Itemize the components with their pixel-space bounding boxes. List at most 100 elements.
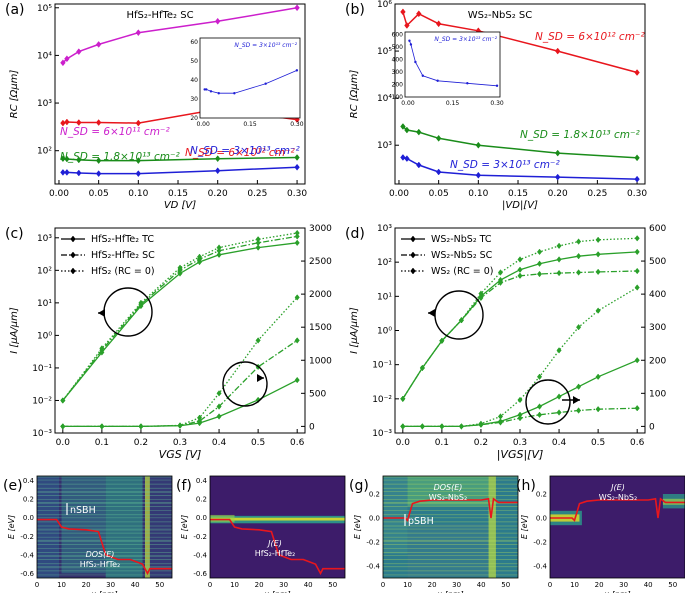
inset: 0.00 0.15 0.30 20 30 40 50 60 N_SD = 3×10¹³ cm⁻²: [190, 37, 304, 128]
y-tick-label: 10³: [377, 224, 392, 234]
data-point: [536, 411, 543, 419]
axes-frame: [209, 475, 346, 579]
highlight-circle: [103, 287, 153, 337]
y-tick-label: 10⁶: [377, 0, 392, 10]
data-point: [216, 244, 222, 251]
x-tick-label: 0.1: [435, 438, 449, 448]
y-tick-label: -0.4: [366, 563, 380, 571]
x-tick-label: 0.1: [95, 438, 109, 448]
axes-frame: [394, 3, 646, 185]
y-tick-label: -0.2: [533, 539, 547, 547]
data-point: [634, 69, 640, 76]
chart-title: HfS₂-HfTe₂ SC: [126, 10, 193, 21]
y-tick-label: -0.4: [193, 551, 207, 559]
data-point: [214, 155, 221, 163]
inset-point: [421, 74, 425, 77]
x-tick-label: 0.10: [128, 189, 148, 199]
x-tick-label: 0.2: [134, 438, 148, 448]
heatmap-sublabel: WS₂-NbS₂: [599, 493, 637, 502]
inset-point: [414, 60, 417, 64]
highlight-circle: [222, 361, 268, 407]
data-point: [400, 123, 406, 130]
linear-series-line: [402, 286, 638, 428]
x-tick-label: 0.10: [468, 189, 488, 199]
y-tick-label: 10⁴: [37, 51, 52, 61]
inset: 0.00 0.15 0.30 100 200 300 400 500 600 N_SD = 3×1…: [392, 32, 504, 108]
x-tick-label: 30: [279, 581, 288, 589]
inset-point: [264, 82, 267, 85]
data-point: [595, 236, 601, 244]
x-tick-label: 0.20: [208, 189, 228, 199]
data-point: [576, 269, 582, 276]
x-tick-label: 0.0: [396, 438, 411, 448]
data-point: [497, 269, 504, 276]
y2-tick-label: 500: [309, 389, 326, 399]
legend: WS₂-NbS₂ TC WS₂-NbS₂ SC WS₂ (RC = 0): [401, 234, 493, 277]
data-point: [556, 242, 562, 250]
heatmap-bg: [210, 476, 345, 578]
x-tick-label: 0.05: [89, 189, 109, 199]
data-point: [76, 119, 82, 126]
data-point: [216, 413, 222, 420]
inset-y-tick: 500: [392, 44, 404, 51]
x-tick-label: 40: [644, 581, 653, 589]
data-point: [554, 47, 561, 55]
inset-x-tick: 0.30: [490, 100, 504, 107]
inset-y-tick: 60: [190, 39, 198, 46]
y-axis-label: E [eV]: [7, 515, 16, 539]
panel-b: (b) 0.00 0.05 0.10 0.15 0.20 0.25 0.30 10³ 10⁴ 10⁵…: [345, 0, 647, 211]
linear-series-line: [62, 296, 298, 428]
panel-c: (c) 0.0 0.1 0.2 0.3 0.4 0.5 0.6 10⁻³ 10⁻² 10⁻¹ 10⁰ 1…: [5, 224, 332, 461]
legend: HfS₂-HfTe₂ TC HfS₂-HfTe₂ SC HfS₂ (RC = 0): [61, 234, 155, 277]
data-point: [294, 163, 300, 171]
panel-label: (a): [5, 2, 25, 18]
y-tick-label: 10⁻³: [372, 429, 392, 439]
inset-x-tick: 0.30: [290, 121, 304, 128]
series-label: N_SD = 6×10¹¹ cm⁻²: [60, 126, 170, 138]
y-axis-label: E [eV]: [520, 515, 529, 539]
heatmap-region: [383, 476, 408, 554]
data-point: [214, 17, 221, 25]
x-tick-label: 0: [381, 581, 385, 589]
heatmap-region: [210, 517, 345, 521]
data-point: [216, 251, 222, 259]
data-point: [135, 157, 142, 164]
data-point: [214, 167, 221, 175]
barrier-annotation: pSBH: [408, 516, 434, 527]
data-point: [419, 364, 425, 372]
inset-point: [495, 84, 499, 87]
panel-label: (e): [3, 478, 23, 494]
data-point: [294, 294, 300, 301]
inset-frame: [404, 31, 501, 98]
y-tick-label: 10¹: [37, 299, 52, 309]
y2-tick-label: 0: [309, 422, 315, 432]
data-point: [556, 409, 562, 416]
panel-label: (c): [5, 226, 24, 242]
data-point: [517, 256, 523, 263]
data-point: [458, 317, 464, 324]
log-series-line: [402, 270, 638, 400]
inset-y-tick: 600: [392, 32, 404, 39]
series-label: N_SD = 3×10¹³ cm⁻²: [190, 145, 300, 157]
legend-entry: WS₂ (RC = 0): [431, 266, 493, 277]
inset-point: [466, 82, 469, 85]
legend-marker: [410, 267, 416, 275]
data-point: [634, 154, 640, 162]
data-point: [595, 251, 601, 258]
data-point: [294, 154, 300, 161]
data-point: [576, 407, 582, 414]
inset-frame: [199, 37, 301, 119]
x-tick-label: 20: [255, 581, 264, 589]
data-point: [400, 395, 406, 403]
data-point: [294, 233, 300, 240]
legend-marker: [70, 251, 76, 259]
data-point: [536, 373, 543, 380]
x-tick-label: 10: [570, 581, 579, 589]
data-point: [64, 155, 70, 163]
heatmap-region: [145, 476, 150, 578]
data-point: [255, 236, 261, 243]
heatmap-sublabel: WS₂-NbS₂: [429, 493, 467, 502]
heatmap-region: [149, 476, 172, 578]
data-point: [517, 266, 523, 273]
y2-tick-label: 1000: [309, 356, 332, 366]
